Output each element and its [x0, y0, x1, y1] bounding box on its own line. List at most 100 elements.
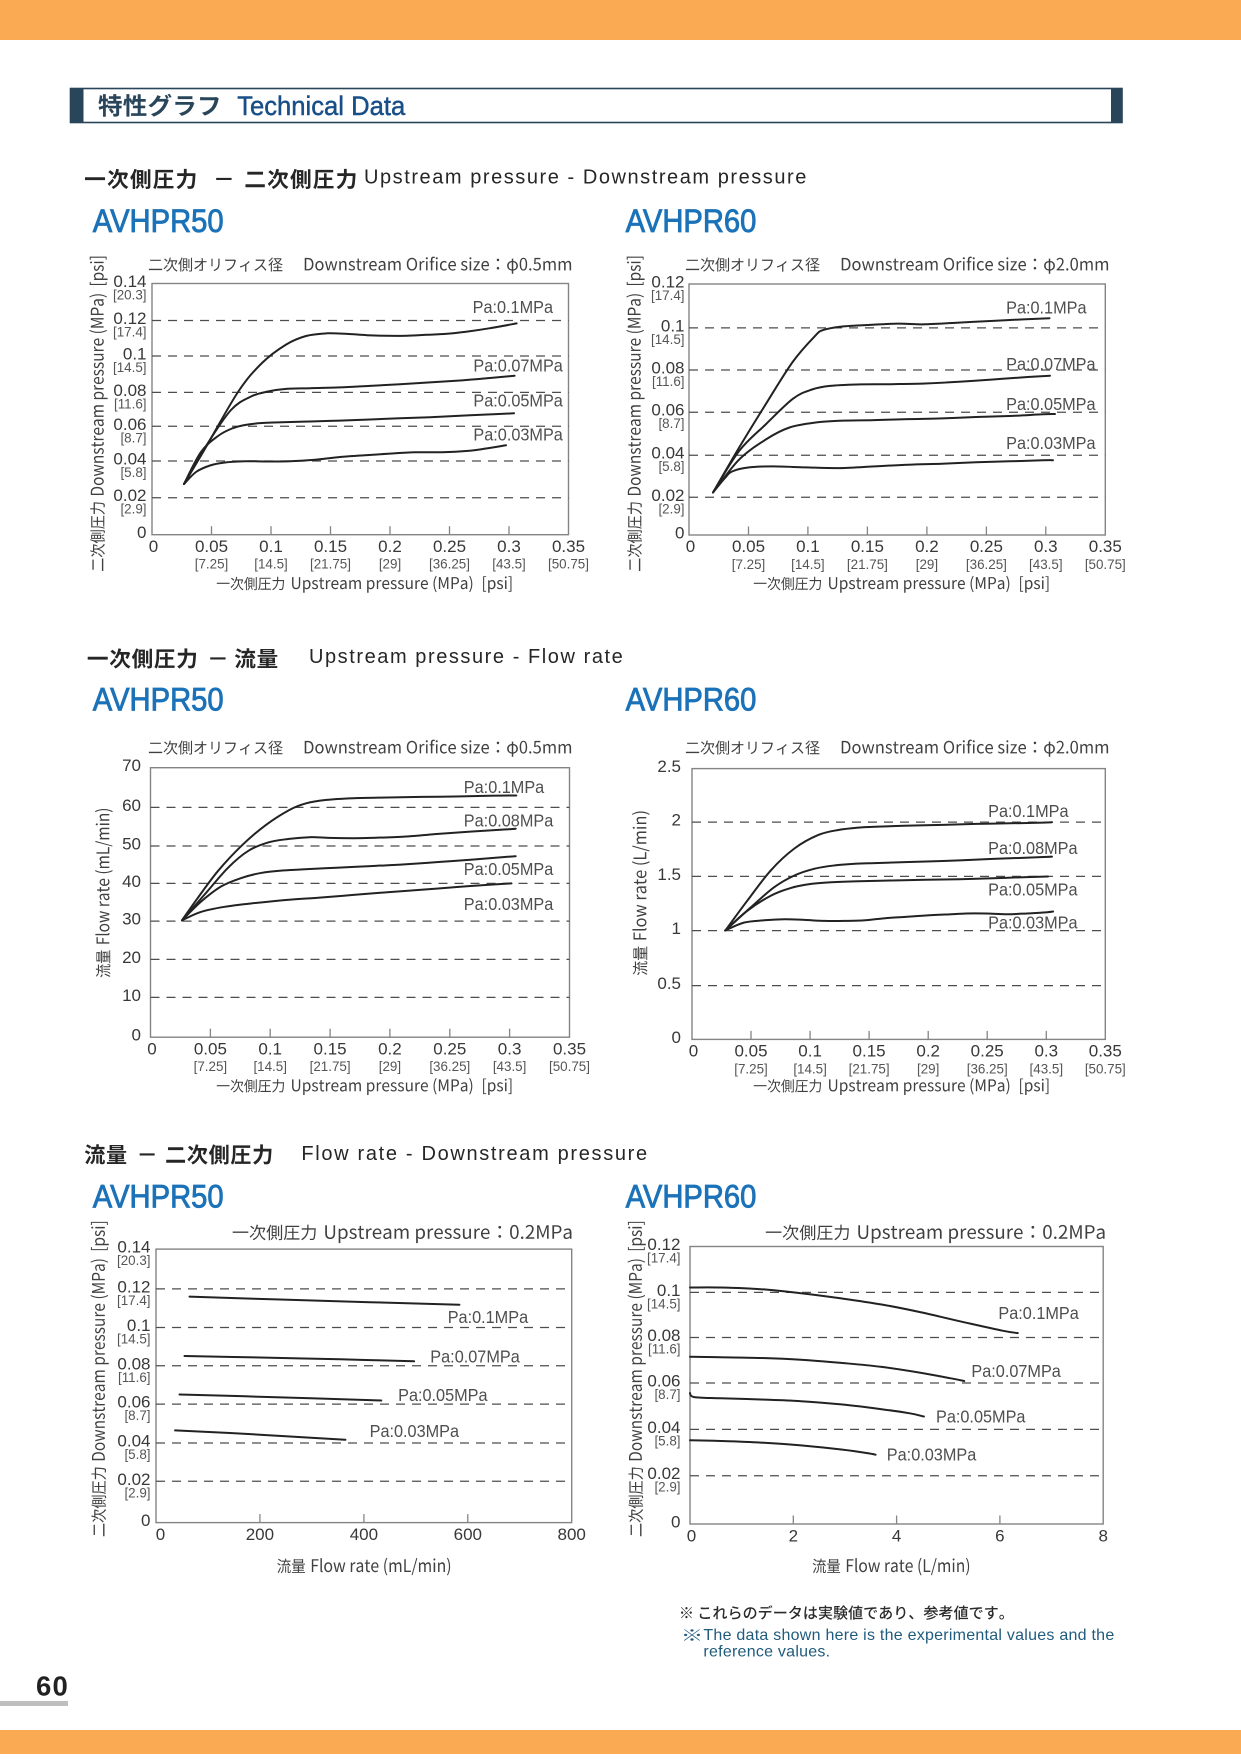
- svg-text:[11.6]: [11.6]: [652, 374, 685, 389]
- svg-text:[14.5]: [14.5]: [253, 1059, 287, 1074]
- svg-text:0.05: 0.05: [734, 1042, 767, 1061]
- svg-text:0.3: 0.3: [497, 537, 521, 556]
- svg-text:0: 0: [156, 1525, 165, 1544]
- svg-text:[17.4]: [17.4]: [117, 1293, 151, 1308]
- svg-text:[7.25]: [7.25]: [194, 1059, 228, 1074]
- svg-text:0.3: 0.3: [498, 1039, 522, 1058]
- svg-text:Pa:0.05MPa: Pa:0.05MPa: [473, 391, 563, 411]
- svg-text:200: 200: [246, 1525, 274, 1544]
- svg-text:0.08: 0.08: [113, 381, 146, 400]
- svg-text:[14.5]: [14.5]: [651, 332, 685, 347]
- svg-text:0.2: 0.2: [378, 1039, 402, 1058]
- svg-text:Upstream pressure - Downstream: Upstream pressure - Downstream pressure: [364, 167, 808, 189]
- svg-text:10: 10: [122, 986, 141, 1005]
- svg-text:[14.5]: [14.5]: [254, 557, 288, 572]
- svg-text:0.1: 0.1: [259, 537, 283, 556]
- svg-text:Pa:0.03MPa: Pa:0.03MPa: [370, 1422, 460, 1442]
- svg-text:[36.25]: [36.25]: [966, 557, 1007, 572]
- svg-text:0: 0: [137, 523, 146, 542]
- svg-text:0.06: 0.06: [117, 1393, 150, 1412]
- svg-text:0.05: 0.05: [194, 1039, 227, 1058]
- svg-text:[21.75]: [21.75]: [310, 1059, 351, 1074]
- svg-text:[11.6]: [11.6]: [114, 396, 147, 411]
- svg-text:0: 0: [686, 537, 695, 556]
- svg-text:[5.8]: [5.8]: [120, 465, 146, 480]
- svg-text:0.15: 0.15: [314, 1039, 347, 1058]
- svg-text:0.04: 0.04: [651, 444, 684, 463]
- svg-text:Pa:0.08MPa: Pa:0.08MPa: [464, 811, 554, 831]
- svg-text:0: 0: [147, 1039, 156, 1058]
- svg-text:0.05: 0.05: [195, 537, 228, 556]
- svg-text:[14.5]: [14.5]: [117, 1332, 151, 1347]
- svg-text:0: 0: [149, 537, 158, 556]
- svg-text:AVHPR60: AVHPR60: [626, 682, 757, 718]
- svg-text:600: 600: [454, 1525, 482, 1544]
- svg-text:[21.75]: [21.75]: [847, 557, 888, 572]
- svg-text:[50.75]: [50.75]: [548, 557, 589, 572]
- svg-text:0.15: 0.15: [314, 537, 347, 556]
- svg-text:[43.5]: [43.5]: [1029, 557, 1063, 572]
- svg-text:20: 20: [122, 948, 141, 967]
- svg-text:AVHPR60: AVHPR60: [626, 204, 757, 240]
- svg-text:0.1: 0.1: [258, 1039, 282, 1058]
- svg-text:0.5: 0.5: [657, 974, 681, 993]
- svg-text:0.25: 0.25: [970, 537, 1003, 556]
- svg-text:[17.4]: [17.4]: [651, 288, 685, 303]
- svg-text:8: 8: [1098, 1527, 1107, 1546]
- svg-text:[11.6]: [11.6]: [648, 1342, 681, 1357]
- svg-text:[20.3]: [20.3]: [117, 1253, 151, 1268]
- svg-text:0.1: 0.1: [123, 345, 147, 364]
- svg-text:0.1: 0.1: [127, 1316, 151, 1335]
- svg-text:0.1: 0.1: [798, 1042, 822, 1061]
- svg-text:reference values.: reference values.: [703, 1644, 830, 1661]
- svg-text:0.3: 0.3: [1034, 537, 1058, 556]
- svg-text:Upstream pressure - Flow rate: Upstream pressure - Flow rate: [309, 646, 624, 668]
- svg-text:0.08: 0.08: [651, 359, 684, 378]
- svg-text:[14.5]: [14.5]: [791, 557, 825, 572]
- svg-text:[36.25]: [36.25]: [429, 1059, 470, 1074]
- svg-text:Pa:0.07MPa: Pa:0.07MPa: [1006, 354, 1096, 374]
- svg-text:[36.25]: [36.25]: [429, 557, 470, 572]
- svg-text:[29]: [29]: [917, 1061, 939, 1076]
- svg-text:[5.8]: [5.8]: [124, 1447, 150, 1462]
- svg-text:[8.7]: [8.7]: [120, 430, 146, 445]
- svg-text:0.08: 0.08: [647, 1326, 680, 1345]
- svg-text:[2.9]: [2.9]: [658, 501, 684, 516]
- svg-text:0.04: 0.04: [117, 1432, 150, 1451]
- svg-text:0.35: 0.35: [1089, 537, 1122, 556]
- svg-text:0.12: 0.12: [651, 273, 684, 292]
- svg-text:AVHPR50: AVHPR50: [93, 204, 224, 240]
- svg-text:1: 1: [672, 919, 681, 938]
- svg-text:60: 60: [36, 1671, 69, 1702]
- svg-text:2.5: 2.5: [657, 757, 681, 776]
- svg-text:0.2: 0.2: [378, 537, 402, 556]
- svg-text:Pa:0.1MPa: Pa:0.1MPa: [988, 802, 1069, 822]
- svg-text:0.14: 0.14: [117, 1238, 150, 1257]
- svg-text:[2.9]: [2.9]: [654, 1480, 680, 1495]
- svg-text:Pa:0.1MPa: Pa:0.1MPa: [1006, 298, 1087, 318]
- svg-text:[29]: [29]: [916, 557, 938, 572]
- svg-text:Pa:0.07MPa: Pa:0.07MPa: [430, 1347, 520, 1367]
- svg-text:800: 800: [558, 1525, 586, 1544]
- svg-text:[7.25]: [7.25]: [195, 557, 229, 572]
- svg-text:0: 0: [689, 1042, 698, 1061]
- svg-text:6: 6: [995, 1527, 1004, 1546]
- svg-text:0.06: 0.06: [647, 1372, 680, 1391]
- svg-text:[8.7]: [8.7]: [658, 416, 684, 431]
- svg-text:Pa:0.07MPa: Pa:0.07MPa: [971, 1361, 1061, 1381]
- svg-text:[50.75]: [50.75]: [1085, 557, 1126, 572]
- svg-text:Pa:0.03MPa: Pa:0.03MPa: [473, 425, 563, 445]
- svg-text:70: 70: [122, 756, 141, 775]
- svg-text:0.05: 0.05: [732, 537, 765, 556]
- svg-text:0.02: 0.02: [113, 486, 146, 505]
- svg-text:[50.75]: [50.75]: [1085, 1061, 1126, 1076]
- svg-text:Pa:0.05MPa: Pa:0.05MPa: [988, 880, 1078, 900]
- svg-text:[7.25]: [7.25]: [732, 557, 766, 572]
- svg-text:0: 0: [132, 1026, 141, 1045]
- svg-text:0.2: 0.2: [915, 537, 939, 556]
- svg-text:30: 30: [122, 910, 141, 929]
- svg-text:[43.5]: [43.5]: [1030, 1061, 1064, 1076]
- svg-text:AVHPR50: AVHPR50: [93, 1179, 224, 1215]
- svg-text:[43.5]: [43.5]: [492, 557, 526, 572]
- svg-text:Pa:0.03MPa: Pa:0.03MPa: [1006, 433, 1096, 453]
